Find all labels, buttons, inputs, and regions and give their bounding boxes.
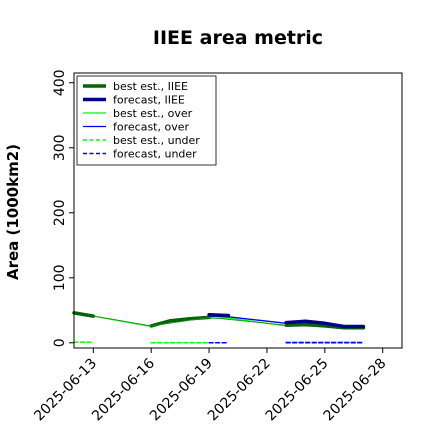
series-line-0-segment-1 [149,315,211,328]
series-line-1-segment-1 [284,319,366,329]
plot-area-frame [73,72,403,349]
legend-box [76,75,217,166]
y-tick-label-200: 200 [52,199,68,226]
y-tick-label-100: 100 [52,264,68,291]
legend-entry-5: forecast, under [113,148,197,161]
y-axis-label: Area (1000km2) [4,144,22,280]
x-tick-label-2025-06-28: 2025-06-28 [321,356,390,425]
series-line-0-segment-0 [72,311,96,318]
plot-marks [72,311,366,344]
connector-line [93,315,287,327]
y-tick-label-400: 400 [52,69,68,96]
y-tick-label-0: 0 [52,338,68,347]
x-axis-ticks: 2025-06-132025-06-162025-06-192025-06-22… [31,348,390,425]
y-axis-ticks: 0 100 200 300 400 [52,69,74,347]
legend-entry-0: best est., IIEE [113,80,188,93]
series-line-1-segment-0 [207,313,231,318]
chart-title: IIEE area metric [153,27,323,49]
legend-entry-1: forecast, IIEE [113,94,185,107]
legend-entry-4: best est., under [113,134,200,147]
legend-entry-2: best est., over [113,107,193,120]
y-tick-label-300: 300 [52,134,68,161]
legend-entry-3: forecast, over [113,121,189,134]
